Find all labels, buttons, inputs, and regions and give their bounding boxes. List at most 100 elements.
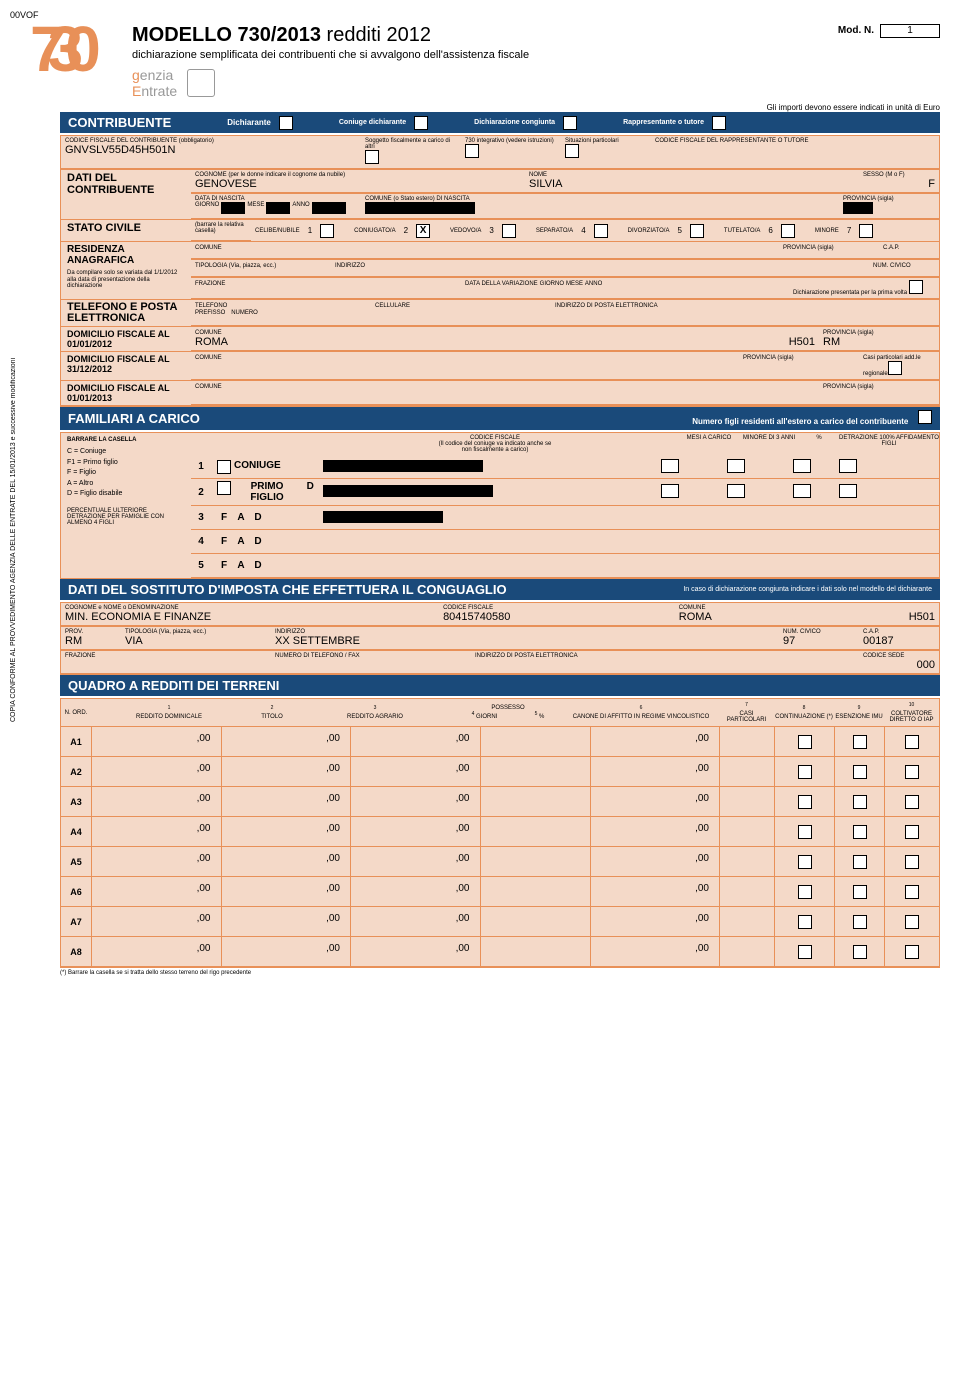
mod-n: Mod. N.1 (838, 24, 940, 99)
situazioni-checkbox[interactable] (565, 144, 579, 158)
quadroA-checkbox[interactable] (853, 915, 867, 929)
quadroA-checkbox[interactable] (853, 855, 867, 869)
sc-checkbox-2[interactable]: X (416, 224, 430, 238)
domicilio1-prov: RM (823, 336, 935, 348)
domicilio3-label: DOMICILIO FISCALE AL 01/01/2013 (61, 381, 191, 405)
quadroA-checkbox[interactable] (853, 945, 867, 959)
contribuente-band: CONTRIBUENTE Dichiarante X Coniuge dichi… (60, 112, 940, 133)
sc-opt: MINORE (815, 228, 839, 234)
vertical-note: COPIA CONFORME AL PROVVEDIMENTO AGENZIA … (10, 250, 17, 830)
prima-volta-checkbox[interactable] (909, 280, 923, 294)
sostituto-prov: RM (65, 635, 117, 647)
quadroA-row: A8,00,00,00,00 (61, 937, 939, 967)
residenza-label: RESIDENZA ANAGRAFICADa compilare solo se… (61, 242, 191, 299)
dati-section-label: DATI DEL CONTRIBUENTE (61, 170, 191, 219)
quadroA-checkbox[interactable] (798, 885, 812, 899)
fam-box[interactable] (661, 484, 679, 498)
fam-box[interactable] (839, 459, 857, 473)
quadroA-checkbox[interactable] (853, 885, 867, 899)
quadroA-checkbox[interactable] (905, 945, 919, 959)
quadroA-checkbox[interactable] (905, 795, 919, 809)
sc-opt: VEDOVO/A (450, 228, 481, 234)
congiunta-checkbox[interactable] (563, 116, 577, 130)
domicilio1-comune: ROMA (195, 336, 228, 348)
quadroA-checkbox[interactable] (798, 795, 812, 809)
coniuge-checkbox[interactable] (414, 116, 428, 130)
sostituto-cap: 00187 (863, 635, 935, 647)
sostituto-cf: 80415740580 (443, 611, 671, 623)
cognome: GENOVESE (195, 178, 521, 190)
sc-checkbox-3[interactable] (502, 224, 516, 238)
fam-box[interactable] (839, 484, 857, 498)
quadroA-checkbox[interactable] (905, 915, 919, 929)
quadroA-checkbox[interactable] (798, 825, 812, 839)
quadroA-checkbox[interactable] (798, 915, 812, 929)
sc-checkbox-1[interactable] (320, 224, 334, 238)
quadroA-checkbox[interactable] (905, 855, 919, 869)
quadroA-checkbox[interactable] (853, 735, 867, 749)
quadroA-checkbox[interactable] (798, 765, 812, 779)
legend-item: F = Figlio (67, 468, 185, 479)
fam-box[interactable] (661, 459, 679, 473)
sostituto-denominazione: MIN. ECONOMIA E FINANZE (65, 611, 435, 623)
sostituto-comune: ROMA (679, 611, 712, 623)
logo-730: 730 (30, 24, 120, 99)
familiare-row: 2PRIMO FIGLIOD (191, 479, 939, 506)
familiare-row: 4FAD (191, 530, 939, 554)
fam-box[interactable] (727, 459, 745, 473)
legend-item: C = Coniuge (67, 447, 185, 458)
emblem-icon (187, 69, 215, 97)
integrativo-checkbox[interactable] (465, 144, 479, 158)
familiare-row: 1CONIUGE (191, 455, 939, 479)
sc-opt: CONIUGATO/A (354, 228, 395, 234)
familiare-row: 3FAD (191, 506, 939, 530)
quadroA-checkbox[interactable] (798, 735, 812, 749)
sc-checkbox-4[interactable] (594, 224, 608, 238)
fam-box[interactable] (793, 484, 811, 498)
quadroA-checkbox[interactable] (853, 825, 867, 839)
dichiarante-checkbox[interactable]: X (279, 116, 293, 130)
cf-value: GNVSLV55D45H501N (65, 144, 357, 156)
sc-opt: DIVORZIATO/A (628, 228, 670, 234)
sc-opt: TUTELATO/A (724, 228, 760, 234)
barrare-label: BARRARE LA CASELLA (67, 437, 185, 443)
sc-checkbox-7[interactable] (859, 224, 873, 238)
quadroA-checkbox[interactable] (905, 765, 919, 779)
casi-checkbox[interactable] (888, 361, 902, 375)
model-title: MODELLO 730/2013 redditi 2012 (132, 24, 826, 47)
quadroA-row: A5,00,00,00,00 (61, 847, 939, 877)
quadroA-checkbox[interactable] (905, 885, 919, 899)
fam-box[interactable] (793, 459, 811, 473)
quadroA-row: A7,00,00,00,00 (61, 907, 939, 937)
familiari-band: FAMILIARI A CARICO Numero figli resident… (60, 407, 940, 430)
legend-item: A = Altro (67, 479, 185, 490)
fam-cf-label: CODICE FISCALE (Il codice del coniuge va… (311, 435, 679, 453)
rappresentante-checkbox[interactable] (712, 116, 726, 130)
familiare-row: 5FAD (191, 554, 939, 578)
euro-note: Gli importi devono essere indicati in un… (60, 103, 940, 112)
domicilio1-label: DOMICILIO FISCALE AL 01/01/2012 (61, 327, 191, 351)
quadroA-checkbox[interactable] (905, 735, 919, 749)
nome: SILVIA (529, 178, 855, 190)
quadroA-checkbox[interactable] (853, 765, 867, 779)
quadroA-checkbox[interactable] (905, 825, 919, 839)
sostituto-sede: 000 (863, 659, 935, 671)
coniuge-row-checkbox[interactable] (217, 460, 231, 474)
soggetto-checkbox[interactable] (365, 150, 379, 164)
figli-estero-box[interactable] (918, 410, 932, 424)
quadroA-checkbox[interactable] (798, 855, 812, 869)
sostituto-band: DATI DEL SOSTITUTO D'IMPOSTA CHE EFFETTU… (60, 579, 940, 600)
quadroA-row: A6,00,00,00,00 (61, 877, 939, 907)
percentuale-label: PERCENTUALE ULTERIORE DETRAZIONE PER FAM… (67, 508, 185, 526)
fam-box[interactable] (727, 484, 745, 498)
sc-checkbox-6[interactable] (781, 224, 795, 238)
quadroA-checkbox[interactable] (798, 945, 812, 959)
sc-checkbox-5[interactable] (690, 224, 704, 238)
quadroA-row: A2,00,00,00,00 (61, 757, 939, 787)
sesso: F (863, 178, 935, 190)
sc-opt: SEPARATO/A (536, 228, 573, 234)
quadroA-row: A3,00,00,00,00 (61, 787, 939, 817)
quadroA-checkbox[interactable] (853, 795, 867, 809)
primo-figlio-checkbox[interactable] (217, 481, 231, 495)
quadroA-band: QUADRO A REDDITI DEI TERRENI (60, 675, 940, 696)
